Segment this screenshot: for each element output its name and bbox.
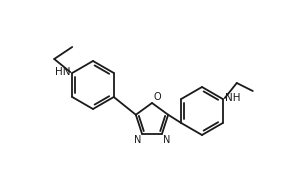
Text: HN: HN — [55, 67, 70, 77]
Text: N: N — [134, 135, 141, 145]
Text: O: O — [153, 92, 161, 102]
Text: NH: NH — [225, 93, 240, 103]
Text: N: N — [163, 135, 170, 145]
